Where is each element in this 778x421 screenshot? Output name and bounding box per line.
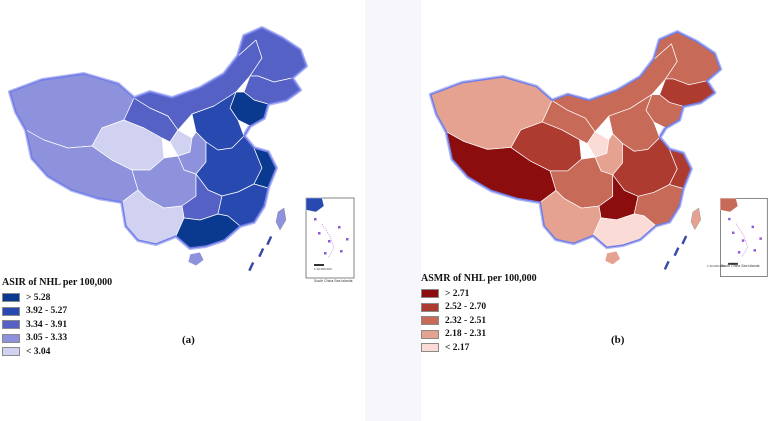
inset-island-marker [737,251,741,254]
inset-island-marker [759,237,762,240]
legend-item: 2.52 - 2.70 [421,301,537,315]
island-taiwan [690,207,701,230]
country-outline [430,31,721,248]
legend-label: 3.92 - 5.27 [26,306,68,317]
legend-swatch [421,329,439,339]
inset-island-marker [340,250,343,253]
legend-label: > 5.28 [26,292,51,303]
legend-label: 3.34 - 3.91 [26,319,68,330]
legend-item: > 2.71 [421,287,537,301]
inset-island-marker [728,217,731,221]
province-region-qinghai [510,121,582,172]
south-china-sea-inset [305,197,355,279]
inset-dashed-boundary [735,223,749,258]
maritime-boundary-mark [673,247,680,257]
country-outline [9,27,307,249]
maritime-boundary-mark [266,236,273,246]
inset-island-marker [751,225,755,229]
province-region-hainan [187,251,205,267]
inset-island-marker [753,249,756,252]
asmr-choropleth-map [428,30,768,277]
legend-item: 2.32 - 2.51 [421,314,537,328]
inset-coast [305,197,325,213]
legend-swatch [2,293,20,303]
province-region-qinghai [91,119,165,171]
inset-island-marker [338,226,341,229]
legend-swatch [2,306,20,316]
asir-legend: ASIR of NHL per 100,000 > 5.28 3.92 - 5.2… [2,277,112,359]
scale-bar-text: 1:10 000 000 [314,267,332,271]
legend-item: 3.05 - 3.33 [2,332,112,346]
legend-label: 3.05 - 3.33 [26,333,68,344]
panel-divider [365,0,421,421]
inset-island-marker [314,218,317,221]
inset-island-marker [324,252,327,255]
legend-item: 3.34 - 3.91 [2,318,112,332]
legend-title: ASIR of NHL per 100,000 [2,277,113,288]
legend-item: > 5.28 [2,291,112,305]
legend-swatch [421,316,439,326]
province-region-guangdong [175,213,241,249]
scale-bar [314,264,324,266]
legend-swatch [2,333,20,343]
inset-caption: South China Sea Islands [721,264,760,268]
legend-swatch [421,289,439,299]
legend-swatch [2,320,20,330]
legend-label: 2.52 - 2.70 [445,302,487,313]
province-region-hainan [604,250,621,266]
inset-coast [720,198,739,213]
legend-swatch [421,302,439,312]
legend-label: < 2.17 [445,342,470,353]
legend-swatch [421,343,439,353]
scale-bar [728,262,738,265]
legend-label: < 3.04 [26,346,51,357]
legend-item: 3.92 - 5.27 [2,305,112,319]
asir-choropleth-map [8,26,355,279]
panel-label-a: (a) [182,334,195,346]
inset-island-marker [328,240,331,243]
inset-caption: South China Sea Islands [314,279,353,283]
maritime-boundary-mark [663,260,670,270]
legend-label: > 2.71 [445,288,470,299]
legend-swatch [2,347,20,357]
legend-title: ASMR of NHL per 100,000 [421,273,537,284]
maritime-boundary-mark [681,235,688,245]
scale-bar-text: 1:10 000 000 [707,264,725,268]
inset-island-marker [346,238,349,241]
panel-label-b: (b) [611,334,625,346]
maritime-boundary-mark [248,262,255,272]
province-region-guangdong [592,213,657,248]
inset-island-marker [741,239,745,242]
maritime-boundary-mark [258,248,265,258]
inset-island-marker [318,232,321,235]
inset-dashed-boundary [321,223,335,259]
panel-a: 1:10 000 000 South China Sea Islands ASI… [0,0,365,421]
panel-b: 1:10 000 000 South China Sea Islands ASM… [421,0,778,421]
asmr-legend: ASMR of NHL per 100,000 > 2.71 2.52 - 2.7… [421,273,537,355]
legend-item: < 2.17 [421,341,537,355]
inset-island-marker [732,231,735,234]
legend-label: 2.32 - 2.51 [445,315,487,326]
legend-item: < 3.04 [2,345,112,359]
legend-item: 2.18 - 2.31 [421,328,537,342]
legend-label: 2.18 - 2.31 [445,329,487,340]
island-taiwan [275,207,287,231]
